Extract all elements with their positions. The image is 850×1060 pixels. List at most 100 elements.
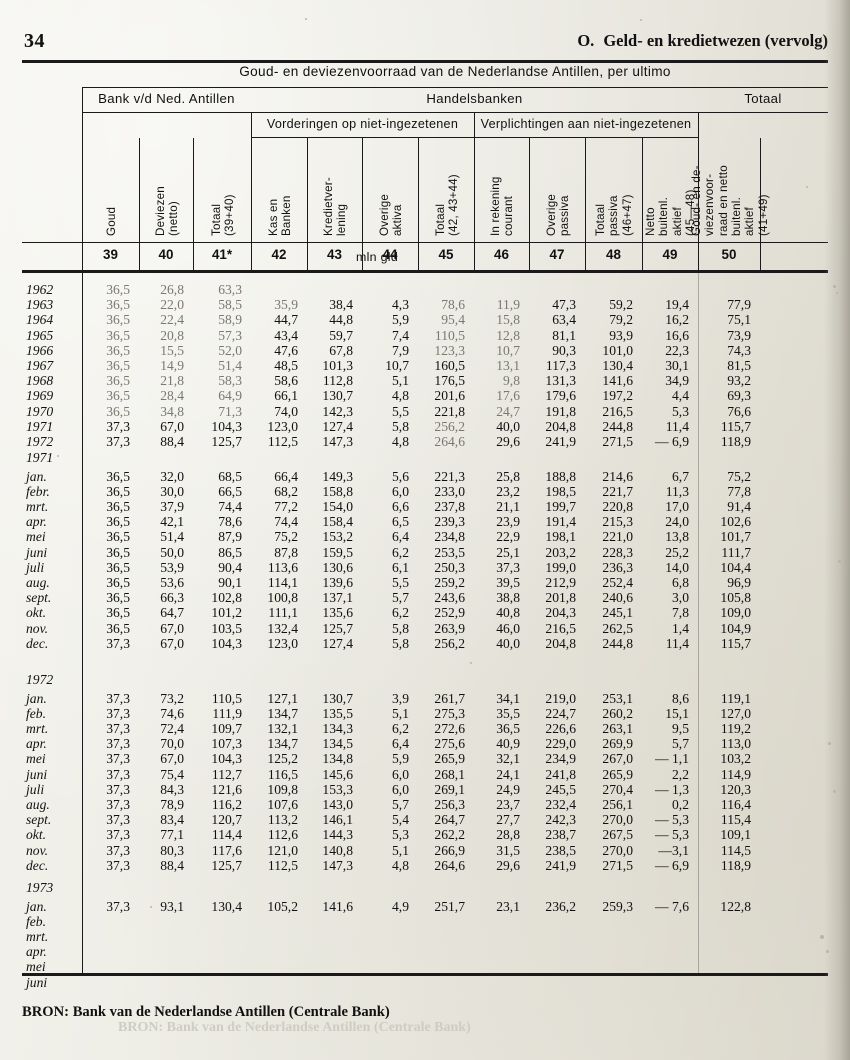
data-cell: 32,0 — [160, 468, 184, 484]
data-cell: 4,8 — [392, 857, 409, 873]
data-cell: 6,0 — [392, 483, 409, 499]
column-separator — [251, 112, 252, 270]
data-cell: 22,3 — [665, 342, 689, 358]
data-cell: 263,9 — [434, 620, 465, 636]
data-cell: 123,0 — [267, 635, 298, 651]
data-cell: 6,5 — [392, 514, 409, 530]
data-cell: 130,6 — [322, 559, 353, 575]
source-label: BRON: — [22, 1004, 70, 1020]
data-cell: 113,0 — [720, 736, 751, 752]
caption-line: Deviezen — [153, 186, 167, 236]
caption-line: Totaal — [209, 203, 223, 236]
row-label: jan. — [26, 468, 47, 484]
data-cell: 119,1 — [720, 690, 751, 706]
colnum-top-rule — [22, 242, 828, 243]
data-cell: 35,5 — [496, 705, 520, 721]
data-cell: 119,2 — [720, 721, 751, 736]
data-cell: 253,1 — [602, 690, 633, 706]
data-cell: 48,5 — [274, 358, 298, 373]
data-cell: 112,6 — [267, 827, 298, 843]
data-cell: 117,6 — [211, 842, 242, 858]
data-cell: 275,6 — [434, 736, 465, 752]
data-cell: 125,2 — [267, 751, 298, 767]
data-cell: 134,7 — [267, 705, 298, 721]
data-cell: 114,5 — [720, 842, 751, 858]
data-cell: 220,8 — [602, 499, 633, 514]
data-cell: 5,9 — [392, 751, 409, 767]
data-cell: 37,3 — [106, 857, 130, 873]
subband-underline — [474, 137, 698, 138]
data-cell: 93,9 — [609, 327, 633, 343]
caption-line: Goud — [104, 206, 118, 236]
row-label: nov. — [26, 842, 49, 858]
data-cell: 153,2 — [322, 529, 353, 545]
row-label: mrt. — [26, 721, 49, 736]
row-label: 1964 — [26, 312, 54, 328]
data-cell: 58,3 — [218, 373, 242, 389]
data-cell: 36,5 — [106, 514, 130, 530]
data-cell: 28,4 — [160, 388, 184, 404]
data-cell: 47,3 — [552, 297, 576, 313]
data-cell: — 1,3 — [655, 781, 689, 797]
data-cell: 37,3 — [106, 898, 130, 914]
data-cell: 5,9 — [392, 312, 409, 328]
data-cell: 101,0 — [602, 342, 633, 358]
data-cell: 125,7 — [322, 620, 353, 636]
data-cell: 6,2 — [392, 605, 409, 621]
data-cell: 15,8 — [496, 312, 520, 328]
data-cell: 144,3 — [322, 827, 353, 843]
column-number-42: 42 — [271, 247, 287, 262]
data-cell: 16,2 — [665, 312, 689, 328]
data-cell: 40,8 — [496, 605, 520, 621]
data-cell: 87,8 — [274, 544, 298, 560]
data-cell: 121,6 — [211, 781, 242, 797]
data-cell: 264,6 — [434, 434, 465, 449]
data-cell: 264,6 — [434, 857, 465, 873]
data-cell: 109,8 — [267, 781, 298, 797]
row-label: feb. — [26, 913, 47, 929]
data-cell: 134,5 — [322, 736, 353, 752]
data-cell: 224,7 — [545, 705, 576, 721]
data-cell: 13,1 — [496, 358, 520, 373]
data-cell: 204,8 — [545, 635, 576, 651]
column-separator — [642, 138, 643, 270]
data-cell: 6,0 — [392, 766, 409, 782]
data-cell: 111,7 — [721, 544, 751, 560]
row-label: 1967 — [26, 358, 54, 373]
data-cell: 212,9 — [545, 575, 576, 590]
title-rule — [82, 87, 828, 88]
data-cell: 191,8 — [545, 403, 576, 419]
caption-line: Overige — [377, 194, 391, 236]
data-cell: 51,4 — [160, 529, 184, 545]
data-cell: 36,5 — [106, 342, 130, 358]
data-cell: 5,3 — [672, 403, 689, 419]
data-cell: 5,6 — [392, 468, 409, 484]
data-cell: 19,4 — [665, 297, 689, 313]
data-cell: 6,2 — [392, 544, 409, 560]
caption-line: (42, 43+44) — [446, 174, 460, 236]
subband-vorderingen-label: Vorderingen op niet-ingezetenen — [266, 117, 459, 131]
data-cell: 30,1 — [665, 358, 689, 373]
data-cell: 266,9 — [434, 842, 465, 858]
caption-line: aktief — [743, 207, 757, 236]
data-cell: 113,2 — [267, 812, 298, 828]
row-label: 1962 — [26, 282, 54, 297]
data-cell: 216,5 — [602, 403, 633, 419]
data-cell: 132,4 — [267, 620, 298, 636]
data-cell: 221,8 — [434, 403, 465, 419]
data-cell: 77,2 — [274, 499, 298, 514]
data-cell: 37,9 — [160, 499, 184, 514]
data-cell: 241,8 — [545, 766, 576, 782]
data-cell: — 7,6 — [655, 898, 689, 914]
data-cell: 59,2 — [609, 297, 633, 313]
data-cell: 130,7 — [322, 690, 353, 706]
column-caption-43: Kredietver-lening — [322, 177, 349, 236]
data-cell: 112,5 — [267, 857, 298, 873]
band-handelsbanken-label: Handelsbanken — [426, 91, 523, 106]
data-cell: 90,4 — [218, 559, 242, 575]
data-cell: 53,9 — [160, 559, 184, 575]
data-cell: 71,3 — [218, 403, 242, 419]
data-cell: 252,9 — [434, 605, 465, 621]
data-cell: 270,4 — [602, 781, 633, 797]
data-cell: 245,1 — [602, 605, 633, 621]
